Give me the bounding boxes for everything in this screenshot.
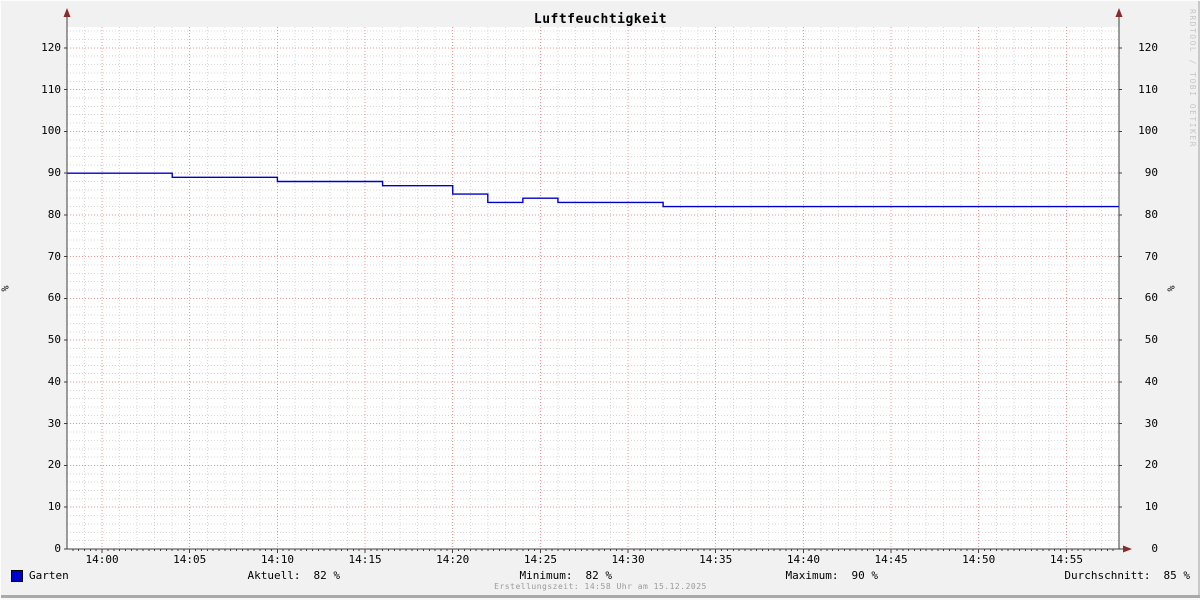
- stat-maximum-label: Maximum:: [785, 569, 839, 582]
- y-axis-tick-label-right: 110: [1138, 82, 1158, 96]
- x-axis-tick-label: 14:40: [786, 553, 820, 566]
- y-axis-tick-label-left: 0: [54, 542, 61, 555]
- x-axis-tick-label: 14:55: [1049, 553, 1083, 566]
- stat-minimum: Minimum: 82 %: [520, 569, 612, 582]
- x-axis-tick-label: 14:35: [699, 553, 733, 566]
- y-axis-tick-label-left: 100: [41, 124, 61, 138]
- stat-minimum-value: 82 %: [585, 569, 613, 582]
- y-axis-tick-label-right: 80: [1144, 207, 1158, 221]
- stat-aktuell-label: Aktuell:: [247, 569, 301, 582]
- stat-aktuell: Aktuell: 82 %: [248, 569, 340, 582]
- y-axis-tick-label-right: 70: [1144, 249, 1158, 263]
- stat-durchschnitt-value: 85 %: [1163, 569, 1191, 582]
- y-axis-tick-label-left: 20: [47, 458, 61, 472]
- y-axis-tick-label-left: 10: [47, 500, 61, 514]
- x-axis-tick-label: 14:05: [173, 553, 207, 566]
- stat-aktuell-value: 82 %: [313, 569, 341, 582]
- y-axis-tick-label-left: 60: [47, 291, 61, 305]
- y-axis-tick-label-right: 20: [1144, 458, 1158, 472]
- stat-maximum: Maximum: 90 %: [786, 569, 878, 582]
- x-axis-tick-label: 14:10: [260, 553, 294, 566]
- stat-durchschnitt-label: Durchschnitt:: [1064, 569, 1151, 582]
- y-axis-tick-label-left: 90: [47, 166, 61, 180]
- y-axis-tick-label-right: 40: [1144, 374, 1158, 388]
- y-axis-tick-label-left: 40: [47, 374, 61, 388]
- x-axis-tick-label: 14:30: [611, 553, 645, 566]
- y-axis-tick-label-left: 50: [47, 333, 61, 347]
- y-axis-tick-label-right: 50: [1144, 333, 1158, 347]
- bevel-highlight-bottom: [1, 598, 1200, 600]
- y-axis-unit-right: %: [1166, 285, 1178, 292]
- rrdtool-watermark: RRDTOOL / TOBI OETIKER: [1188, 9, 1197, 148]
- chart-title: Luftfeuchtigkeit: [533, 12, 668, 27]
- stat-maximum-value: 90 %: [851, 569, 879, 582]
- x-axis-tick-label: 14:50: [962, 553, 996, 566]
- series-color-swatch: [11, 570, 23, 582]
- y-axis-tick-label-left: 70: [47, 249, 61, 263]
- creation-timestamp: Erstellungszeit: 14:58 Uhr am 15.12.2025: [494, 582, 707, 591]
- y-axis-tick-label-left: 30: [47, 416, 61, 430]
- x-axis-tick-label: 14:15: [348, 553, 382, 566]
- y-axis-tick-label-right: 0: [1151, 542, 1158, 555]
- bevel-shadow-right: [1198, 1, 1200, 595]
- stat-durchschnitt: Durchschnitt: 85 %: [1064, 569, 1190, 582]
- y-axis-tick-label-right: 100: [1138, 124, 1158, 138]
- y-axis-unit-left: %: [0, 285, 12, 292]
- series-label: Garten: [29, 569, 69, 582]
- y-axis-tick-label-right: 30: [1144, 416, 1158, 430]
- x-axis-tick-label: 14:20: [436, 553, 470, 566]
- y-axis-tick-label-right: 60: [1144, 291, 1158, 305]
- y-axis-tick-label-left: 110: [41, 82, 61, 96]
- x-axis-tick-label: 14:00: [85, 553, 119, 566]
- stat-minimum-label: Minimum:: [519, 569, 573, 582]
- x-axis-tick-label: 14:25: [523, 553, 557, 566]
- y-axis-tick-label-right: 10: [1144, 500, 1158, 514]
- y-axis-tick-label-right: 120: [1138, 40, 1158, 54]
- y-axis-tick-label-left: 120: [41, 40, 61, 54]
- y-axis-tick-label-right: 90: [1144, 166, 1158, 180]
- legend-row: Garten Aktuell: 82 % Minimum: 82 % Maximum…: [1, 569, 1200, 583]
- bevel-shadow-bottom: [1, 595, 1200, 598]
- x-axis-tick-label: 14:45: [874, 553, 908, 566]
- y-axis-tick-label-left: 80: [47, 207, 61, 221]
